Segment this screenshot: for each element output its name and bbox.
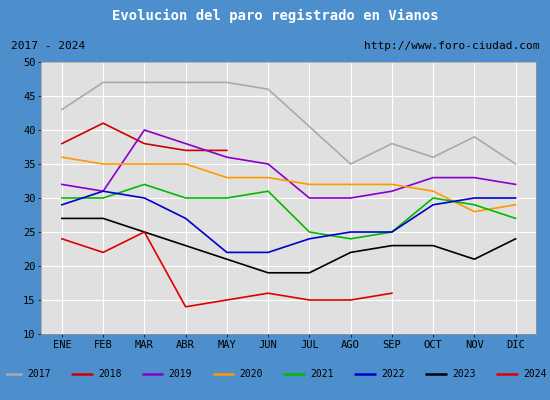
Text: 2023: 2023 <box>452 369 476 379</box>
Text: 2024: 2024 <box>523 369 547 379</box>
Text: 2018: 2018 <box>98 369 122 379</box>
Text: 2017 - 2024: 2017 - 2024 <box>11 41 85 51</box>
Text: 2019: 2019 <box>169 369 192 379</box>
Text: http://www.foro-ciudad.com: http://www.foro-ciudad.com <box>364 41 539 51</box>
Text: 2022: 2022 <box>381 369 405 379</box>
Text: 2020: 2020 <box>240 369 263 379</box>
Text: 2021: 2021 <box>310 369 334 379</box>
Text: Evolucion del paro registrado en Vianos: Evolucion del paro registrado en Vianos <box>112 9 438 23</box>
Text: 2017: 2017 <box>27 369 51 379</box>
